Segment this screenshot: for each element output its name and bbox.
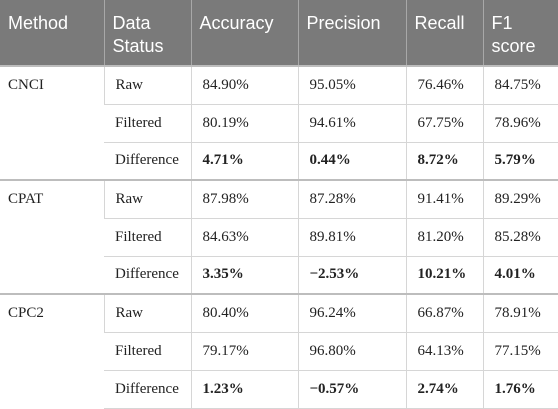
f1-cell: 78.96% xyxy=(482,103,558,142)
status-cell: Filtered xyxy=(104,217,191,256)
accuracy-cell: 3.35% xyxy=(190,255,298,294)
table-row: Filtered 79.17% 96.80% 64.13% 77.15% xyxy=(0,331,558,370)
recall-cell: 64.13% xyxy=(405,331,483,370)
status-cell: Difference xyxy=(104,255,191,294)
f1-cell: 78.91% xyxy=(482,293,558,332)
status-cell: Difference xyxy=(104,369,191,409)
header-data-status: Data Status xyxy=(103,0,191,66)
recall-cell: 76.46% xyxy=(405,65,483,104)
status-cell: Raw xyxy=(103,65,191,104)
table-row: CNCI Raw 84.90% 95.05% 76.46% 84.75% xyxy=(0,65,558,180)
f1-cell: 5.79% xyxy=(482,141,558,180)
status-cell: Filtered xyxy=(104,103,191,142)
f1-cell: 89.29% xyxy=(482,179,558,218)
table-header: Method Data Status Accuracy Precision Re… xyxy=(0,0,558,66)
table-row: CPAT Raw 87.98% 87.28% 91.41% 89.29% xyxy=(0,179,558,294)
recall-cell: 2.74% xyxy=(405,369,483,409)
precision-cell: −0.57% xyxy=(297,369,406,409)
accuracy-cell: 79.17% xyxy=(190,331,298,370)
header-recall: Recall xyxy=(405,0,483,66)
accuracy-cell: 1.23% xyxy=(190,369,298,409)
header-row: Method Data Status Accuracy Precision Re… xyxy=(0,0,558,66)
recall-cell: 66.87% xyxy=(405,293,483,332)
header-f1-score: F1 score xyxy=(482,0,558,66)
table-row: Difference 4.71% 0.44% 8.72% 5.79% xyxy=(0,141,558,180)
accuracy-cell: 4.71% xyxy=(190,141,298,180)
table-row: Filtered 84.63% 89.81% 81.20% 85.28% xyxy=(0,217,558,256)
table-body: CNCI Raw 84.90% 95.05% 76.46% 84.75% Fil… xyxy=(0,65,558,409)
recall-cell: 91.41% xyxy=(405,179,483,218)
precision-cell: −2.53% xyxy=(297,255,406,294)
precision-cell: 0.44% xyxy=(297,141,406,180)
precision-cell: 94.61% xyxy=(297,103,406,142)
f1-cell: 4.01% xyxy=(482,255,558,294)
accuracy-cell: 80.19% xyxy=(190,103,298,142)
precision-cell: 95.05% xyxy=(297,65,406,104)
method-cell: CPAT xyxy=(0,179,104,294)
status-cell: Raw xyxy=(103,179,191,218)
f1-cell: 77.15% xyxy=(482,331,558,370)
status-cell: Difference xyxy=(104,141,191,180)
f1-cell: 1.76% xyxy=(482,369,558,409)
status-cell: Filtered xyxy=(104,331,191,370)
header-method: Method xyxy=(0,0,104,66)
precision-cell: 89.81% xyxy=(297,217,406,256)
recall-cell: 10.21% xyxy=(405,255,483,294)
accuracy-cell: 80.40% xyxy=(190,293,298,332)
accuracy-cell: 84.90% xyxy=(190,65,298,104)
header-accuracy: Accuracy xyxy=(190,0,298,66)
recall-cell: 81.20% xyxy=(405,217,483,256)
table-row: Difference 3.35% −2.53% 10.21% 4.01% xyxy=(0,255,558,294)
method-cell: CPC2 xyxy=(0,293,104,408)
precision-cell: 96.24% xyxy=(297,293,406,332)
precision-cell: 96.80% xyxy=(297,331,406,370)
header-precision: Precision xyxy=(297,0,406,66)
method-cell: CNCI xyxy=(0,65,104,180)
table-row: CPC2 Raw 80.40% 96.24% 66.87% 78.91% xyxy=(0,293,558,408)
recall-cell: 8.72% xyxy=(405,141,483,180)
f1-cell: 84.75% xyxy=(482,65,558,104)
f1-cell: 85.28% xyxy=(482,217,558,256)
recall-cell: 67.75% xyxy=(405,103,483,142)
table-row: Difference 1.23% −0.57% 2.74% 1.76% xyxy=(0,369,558,409)
table-row: Filtered 80.19% 94.61% 67.75% 78.96% xyxy=(0,103,558,142)
status-cell: Raw xyxy=(103,293,191,332)
accuracy-cell: 84.63% xyxy=(190,217,298,256)
accuracy-cell: 87.98% xyxy=(190,179,298,218)
precision-cell: 87.28% xyxy=(297,179,406,218)
